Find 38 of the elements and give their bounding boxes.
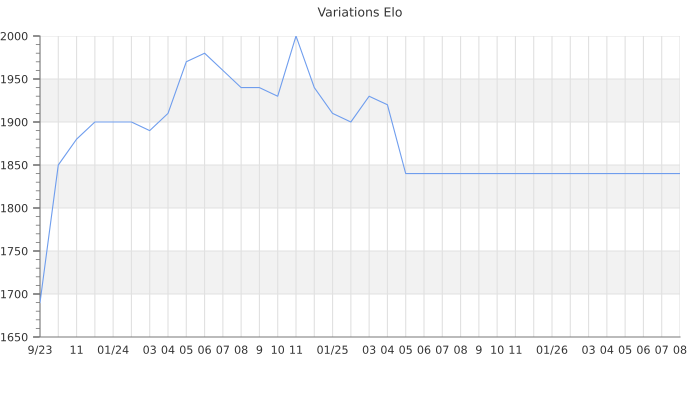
x-tick-label: 01/25 xyxy=(317,346,348,355)
x-tick-label: 06 xyxy=(418,346,430,354)
y-tick-label: 1750 xyxy=(1,246,28,256)
x-tick-label: 06 xyxy=(198,346,211,354)
x-tick-label: 03 xyxy=(362,346,376,354)
x-tick-label: 9/23 xyxy=(28,346,52,355)
x-tick-label: 03 xyxy=(582,346,595,354)
x-tick-label: 05 xyxy=(618,346,632,354)
x-tick-label: 08 xyxy=(454,346,467,354)
x-tick-label: 10 xyxy=(491,346,504,354)
x-tick-label: 03 xyxy=(143,346,156,354)
x-tick-label: 10 xyxy=(272,346,284,354)
y-tick-label: 1700 xyxy=(1,290,28,298)
y-tick-label: 1850 xyxy=(1,160,28,170)
x-tick-label: 05 xyxy=(399,346,412,354)
x-tick-label: 9 xyxy=(476,346,482,354)
x-tick-label: 07 xyxy=(655,346,668,354)
chart-title: Variations Elo xyxy=(318,7,402,17)
x-tick-label: 06 xyxy=(637,346,650,354)
x-tick-label: 08 xyxy=(234,346,248,354)
x-tick-label: 01/24 xyxy=(98,346,129,355)
x-tick-label: 04 xyxy=(162,346,174,354)
x-tick-label: 11 xyxy=(70,346,83,354)
y-tick-label: 1650 xyxy=(1,332,28,342)
y-tick-label: 1800 xyxy=(1,204,28,212)
x-tick-label: 07 xyxy=(216,346,229,354)
y-tick-label: 2000 xyxy=(0,32,28,40)
x-tick-label: 9 xyxy=(256,346,262,354)
x-tick-label: 04 xyxy=(600,346,614,354)
y-tick-label: 1950 xyxy=(1,74,28,84)
x-tick-label: 08 xyxy=(674,346,686,354)
x-tick-label: 05 xyxy=(180,346,192,354)
x-tick-label: 11 xyxy=(510,346,522,354)
x-tick-label: 04 xyxy=(381,346,394,354)
x-tick-label: 01/26 xyxy=(536,346,568,355)
x-tick-label: 11 xyxy=(290,346,302,354)
x-tick-label: 07 xyxy=(436,346,448,354)
y-tick-label: 1900 xyxy=(1,118,28,126)
